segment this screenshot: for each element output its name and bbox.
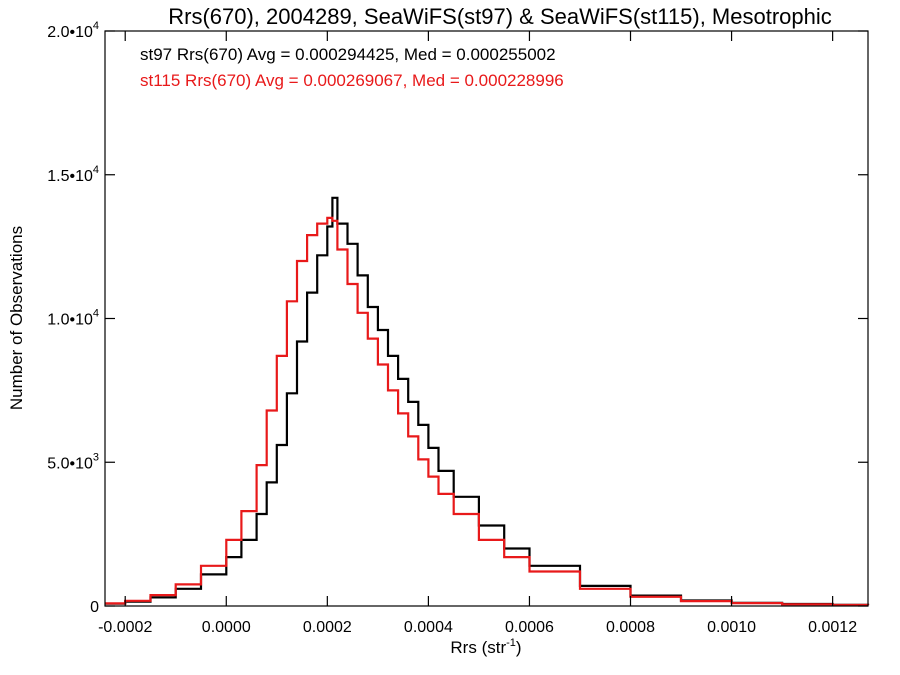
- x-tick-label: -0.0002: [98, 619, 152, 636]
- y-tick-label: 1.5•104: [47, 164, 99, 185]
- x-tick-label: 0.0008: [606, 619, 655, 636]
- x-tick-label: 0.0010: [707, 619, 756, 636]
- y-tick-label: 0: [90, 599, 99, 616]
- x-tick-label: 0.0006: [505, 619, 554, 636]
- x-tick-label: 0.0000: [202, 619, 251, 636]
- annotation-layer: st97 Rrs(670) Avg = 0.000294425, Med = 0…: [140, 45, 564, 90]
- x-tick-label: 0.0012: [808, 619, 857, 636]
- histogram-series-2: [105, 216, 870, 607]
- y-tick-label: 5.0•103: [47, 451, 99, 472]
- plot-frame: [104, 30, 869, 607]
- histogram-series-1: [105, 196, 870, 606]
- chart-title: Rrs(670), 2004289, SeaWiFS(st97) & SeaWi…: [168, 4, 832, 29]
- annotation-text-2: st115 Rrs(670) Avg = 0.000269067, Med = …: [140, 71, 564, 90]
- x-axis-label-exponent: -1: [506, 637, 516, 649]
- series-layer: [105, 196, 870, 607]
- ticks-layer: -0.0002 0.0000 0.0002 0.0004 0.0006 0.0008 0.0…: [47, 20, 868, 636]
- x-tick-label: 0.0002: [303, 619, 352, 636]
- x-axis-label: Rrs (str-1): [450, 637, 521, 657]
- x-tick-label: 0.0004: [404, 619, 453, 636]
- annotation-text-1: st97 Rrs(670) Avg = 0.000294425, Med = 0…: [140, 45, 556, 64]
- y-axis-label: Number of Observations: [7, 226, 26, 410]
- y-tick-label: 2.0•104: [47, 20, 99, 41]
- y-tick-label: 1.0•104: [47, 308, 99, 329]
